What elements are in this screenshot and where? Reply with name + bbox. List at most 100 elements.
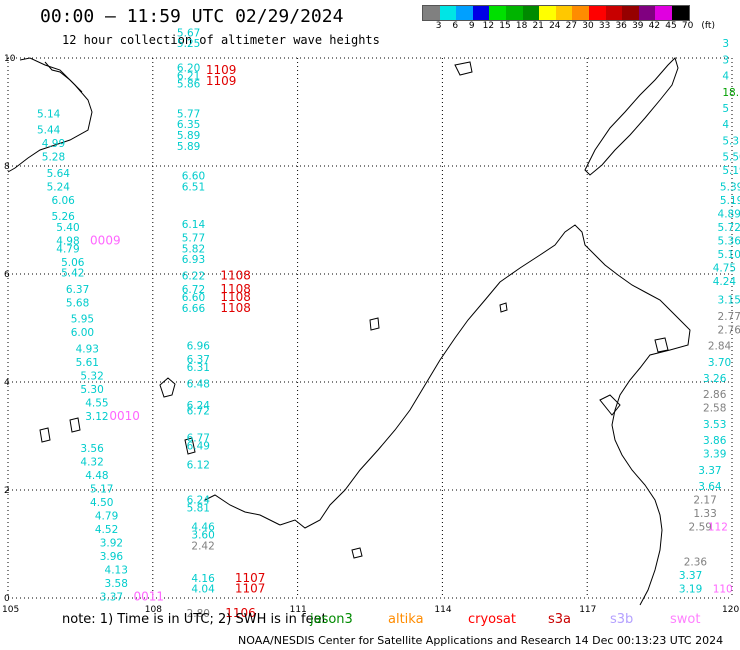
wave-height-label: 5.81	[187, 503, 210, 515]
wave-height-label: 6.00	[71, 327, 94, 339]
wave-height-label: 5.39	[720, 181, 740, 193]
legend-label: 36	[615, 21, 627, 31]
axis-tick-labels: 105 108 111 114 117 120 0 2 4 6 8 10	[2, 54, 739, 615]
satellite-name: altika	[388, 612, 424, 627]
wave-height-label: 1107	[235, 571, 266, 585]
wave-height-label: 110	[713, 584, 733, 596]
wave-height-label: 3	[722, 54, 729, 66]
legend-swatch	[539, 6, 556, 20]
wave-height-label: 6.35	[177, 119, 200, 131]
legend-label: 21	[532, 21, 544, 31]
wave-height-label: 5	[722, 103, 729, 115]
y-tick-label: 8	[4, 162, 10, 172]
wave-height-label: 5.42	[61, 268, 84, 280]
island-small-7	[184, 437, 196, 455]
island-small-2	[454, 61, 473, 76]
wave-height-label: 6.60	[182, 292, 205, 304]
legend-swatch	[456, 6, 473, 20]
wave-height-label: 1106	[225, 606, 256, 620]
wave-height-label: 5.67	[177, 27, 200, 39]
wave-height-label: 4.52	[95, 524, 118, 536]
wave-height-label: 6.06	[51, 195, 75, 207]
legend-label: 27	[565, 21, 578, 31]
legend-label: 3	[435, 21, 442, 31]
legend-swatch	[522, 6, 540, 20]
satellite-name: s3b	[610, 612, 634, 627]
legend-label: 9	[468, 21, 475, 31]
wave-height-observations: 5.675.256.206.215.865.776.355.895.896.60…	[37, 27, 740, 620]
legend-label: 18	[515, 21, 528, 31]
wave-height-label: 5.77	[177, 108, 200, 120]
wave-height-label: 4.55	[85, 397, 108, 409]
wave-height-label: 2.59	[689, 522, 712, 534]
satellite-name: jason3	[310, 612, 353, 627]
wave-height-label: 5.28	[42, 152, 65, 164]
coastline-vietnam-inlet	[44, 61, 83, 93]
legend-swatch	[423, 6, 440, 20]
island-small-1	[351, 547, 363, 559]
wave-height-label: 6.22	[182, 270, 205, 282]
legend-label: 39	[632, 21, 644, 31]
wave-height-label: 4.13	[105, 565, 128, 577]
wave-height-label: 4.79	[56, 243, 79, 255]
wave-height-label: 4.93	[76, 343, 99, 355]
wave-height-label: 3.53	[703, 419, 726, 431]
y-tick-label: 0	[4, 594, 10, 604]
legend-swatch	[555, 6, 573, 20]
wave-height-label: 5.19	[720, 195, 740, 207]
legend-label: 6	[452, 21, 459, 31]
wave-height-label: 18.	[722, 87, 739, 99]
wave-height-label: 5.44	[37, 125, 61, 137]
wave-height-label: 3.92	[100, 538, 123, 550]
wave-height-label: 4.75	[713, 262, 736, 274]
y-tick-label: 10	[4, 54, 16, 64]
wave-height-label: 3	[722, 38, 729, 50]
coastline	[7, 57, 691, 606]
wave-height-label: 1108	[220, 301, 251, 315]
wave-height-label: 3.12	[85, 411, 108, 423]
page-title: 00:00 – 11:59 UTC 02/29/2024	[40, 6, 344, 27]
wave-height-label: 5.19	[722, 165, 740, 177]
wave-height-label: 4.48	[85, 470, 108, 482]
wave-height-label: 2.58	[703, 403, 726, 415]
wave-height-label: 2.76	[718, 324, 740, 336]
wave-height-label: 4.32	[80, 457, 103, 469]
wave-height-label: 3.86	[703, 435, 727, 447]
wave-height-label: 3.37	[100, 592, 123, 604]
wave-height-label: 3.26	[703, 373, 727, 385]
wave-height-label: 3.37	[698, 465, 721, 477]
wave-height-label: 5.24	[47, 181, 71, 193]
wave-height-label: 3.19	[679, 584, 702, 596]
wave-height-label: 4.98	[56, 235, 79, 247]
x-tick-label: 120	[722, 605, 739, 615]
wave-height-label: 5.89	[177, 141, 200, 153]
coastline-palawan	[584, 57, 679, 176]
island-small-3	[369, 317, 380, 331]
legend-swatch	[572, 6, 589, 20]
wave-height-label: 5.14	[37, 108, 61, 120]
legend-label: 24	[549, 21, 561, 31]
legend-labels: 3 6 9 12 15 18 21 24 27 30 33 36 39 42 45 70 (ft)	[422, 21, 740, 33]
wave-height-label: 3.37	[679, 570, 702, 582]
map-subtitle: 12 hour collection of altimeter wave hei…	[62, 33, 380, 47]
wave-height-label: 3.56	[80, 443, 104, 455]
island-natuna	[159, 377, 176, 398]
wave-height-label: 3.70	[708, 357, 731, 369]
x-tick-label: 117	[579, 605, 596, 615]
wave-height-label: 4.79	[95, 511, 118, 523]
x-tick-label: 114	[434, 605, 451, 615]
legend-label: 42	[648, 21, 661, 31]
wave-height-label: 5.72	[718, 222, 740, 234]
wave-height-label: 3.64	[698, 481, 722, 493]
island-small-6	[69, 417, 81, 433]
wave-height-label: 4.24	[713, 276, 737, 288]
y-tick-label: 6	[4, 270, 10, 280]
wave-height-label: 6.60	[182, 171, 205, 183]
wave-height-label: 6.96	[187, 341, 211, 353]
legend-swatch	[622, 6, 639, 20]
wave-height-label: 1108	[220, 290, 251, 304]
legend-swatch	[472, 6, 490, 20]
wave-height-label: 3.58	[105, 578, 128, 590]
wave-height-label: 5.36	[718, 235, 740, 247]
